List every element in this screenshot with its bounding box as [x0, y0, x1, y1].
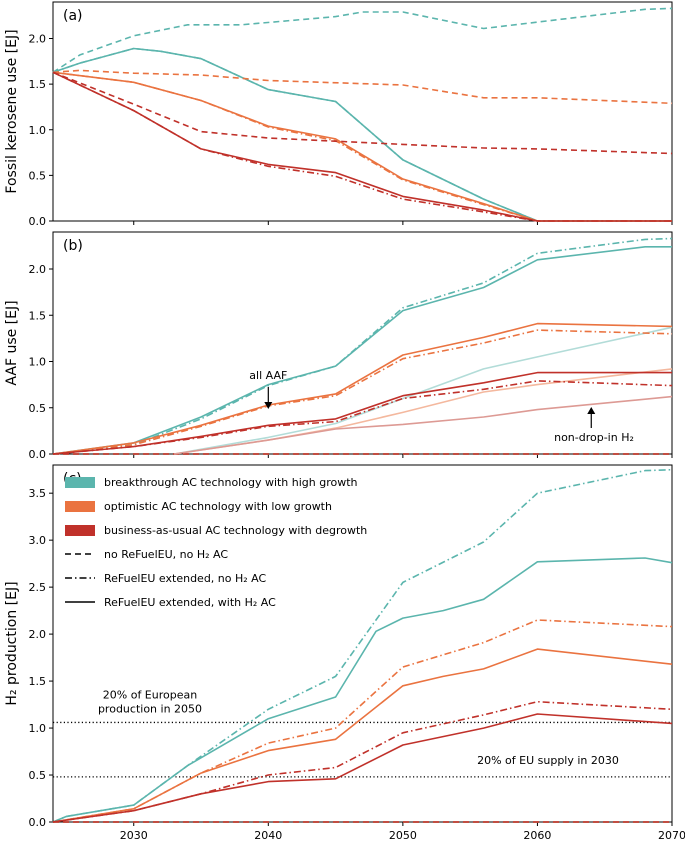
annotation-arrowhead	[264, 402, 273, 409]
panel-label: (b)	[63, 238, 83, 254]
annotation-label: all AAF	[249, 369, 287, 382]
y-tick-label: 2.0	[29, 263, 47, 276]
plot-frame-c	[52, 464, 673, 823]
series-line-breakthrough-dashdot	[52, 47, 672, 222]
y-tick-label: 3.0	[29, 534, 47, 547]
y-tick-label: 2.0	[29, 33, 47, 46]
series-line-optimistic-solid	[52, 322, 673, 455]
y-tick-label: 0.5	[29, 402, 47, 415]
series-line-optimistic-dashed	[52, 69, 673, 105]
y-tick-label: 0.0	[29, 448, 47, 461]
series-line-bau-dashdot	[52, 71, 672, 222]
legend-label: business-as-usual AC technology with deg…	[104, 524, 367, 537]
y-tick-label: 0.5	[29, 769, 47, 782]
legend-label: breakthrough AC technology with high gro…	[104, 476, 358, 489]
y-tick-label: 1.0	[29, 124, 47, 137]
series-line-bau-dashed	[52, 71, 673, 155]
series-line-breakthrough-solid	[52, 47, 672, 222]
y-tick-label: 0.0	[29, 215, 47, 228]
annotation-arrowhead	[587, 407, 596, 414]
legend-label: ReFuelEU extended, with H₂ AC	[104, 596, 276, 609]
y-tick-label: 2.5	[29, 581, 47, 594]
series-line-optimistic-solid	[52, 648, 673, 823]
plot-frame-b	[52, 231, 673, 455]
series-line-bau_light-solid	[173, 395, 673, 455]
panel-label: (a)	[63, 8, 83, 24]
legend-swatch-optimistic	[65, 501, 95, 512]
y-axis-label: Fossil kerosene use [EJ]	[4, 29, 20, 193]
panel-b: 0.0 0.5 1.0 1.5 2.0 AAF use [EJ] (b) all AAF non…	[4, 231, 673, 461]
legend-label: no ReFuelEU, no H₂ AC	[104, 548, 228, 561]
x-tick-label: 2060	[523, 829, 551, 842]
y-tick-label: 0.0	[29, 816, 47, 829]
legend-label: optimistic AC technology with low growth	[104, 500, 332, 513]
legend: breakthrough AC technology with high gro…	[65, 476, 367, 609]
series-line-breakthrough-solid	[52, 557, 673, 823]
y-tick-label: 1.5	[29, 309, 47, 322]
panel-a: 0.0 0.5 1.0 1.5 2.0 Fossil kerosene use [EJ] (…	[4, 1, 673, 228]
x-tick-label: 2040	[254, 829, 282, 842]
series-line-optimistic-dashdot	[52, 619, 673, 823]
legend-swatch-bau	[65, 525, 95, 536]
panel-c: 0.0 0.5 1.0 1.5 2.0 2.5 3.0 3.5 2030 2040 2050 2060…	[4, 464, 685, 842]
annotation-label: non-drop-in H₂	[554, 431, 634, 444]
series-line-bau-solid	[52, 713, 673, 823]
series-line-optimistic-solid	[52, 71, 672, 222]
series-line-breakthrough-dashed	[52, 7, 673, 73]
series-line-optimistic-dashdot	[52, 329, 673, 455]
y-tick-label: 1.0	[29, 722, 47, 735]
y-tick-label: 2.0	[29, 628, 47, 641]
y-tick-label: 1.0	[29, 356, 47, 369]
reference-line-label: 20% of EU supply in 2030	[477, 754, 619, 767]
series-line-breakthrough-dashdot	[52, 468, 673, 823]
x-tick-label: 2070	[658, 829, 685, 842]
legend-label: ReFuelEU extended, no H₂ AC	[104, 572, 267, 585]
series-line-optimistic-dashdot	[52, 71, 672, 222]
y-tick-label: 1.5	[29, 675, 47, 688]
series-line-breakthrough_light-solid	[173, 326, 673, 455]
y-tick-label: 1.5	[29, 78, 47, 91]
series-line-bau-solid	[52, 71, 672, 222]
series-line-breakthrough-dashdot	[52, 237, 673, 455]
y-tick-label: 3.5	[29, 487, 47, 500]
series-line-bau-solid	[52, 371, 672, 455]
x-tick-label: 2050	[389, 829, 417, 842]
y-axis-label: H₂ production [EJ]	[4, 581, 20, 705]
y-tick-label: 0.5	[29, 169, 47, 182]
legend-swatch-breakthrough	[65, 477, 95, 488]
y-axis-label: AAF use [EJ]	[4, 300, 20, 385]
reference-line-label: 20% of European production in 2050	[98, 688, 202, 715]
x-tick-label: 2030	[120, 829, 148, 842]
plot-frame-a	[52, 1, 673, 222]
series-line-breakthrough-solid	[52, 246, 672, 455]
